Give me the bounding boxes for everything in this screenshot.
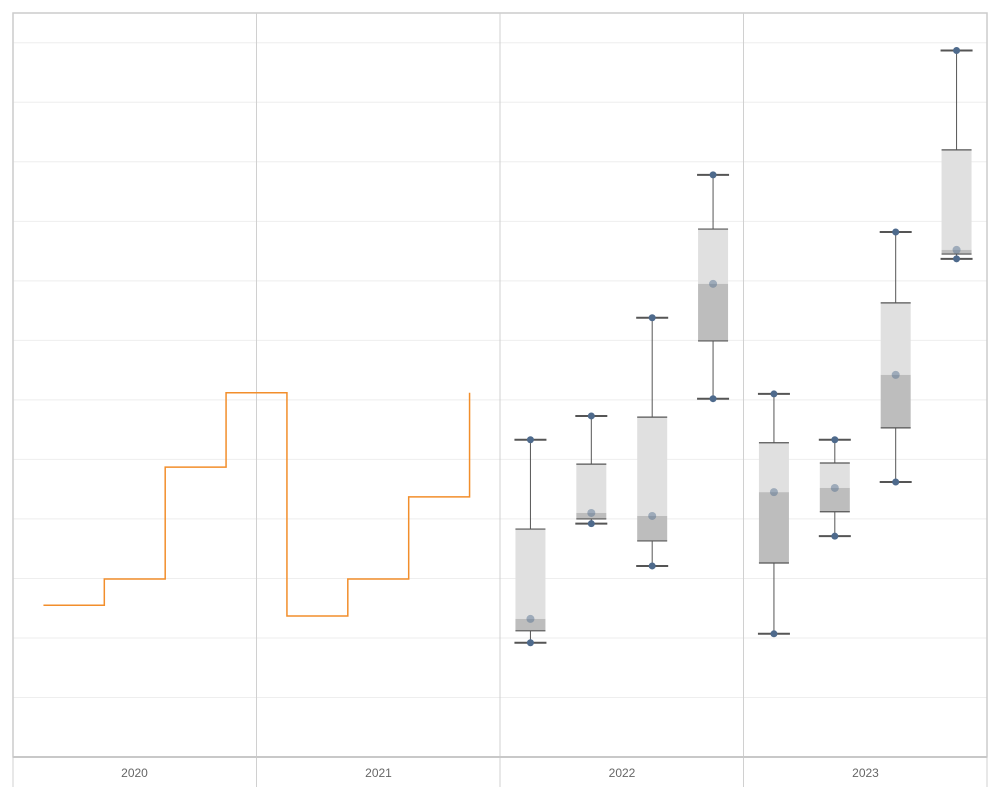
- data-point-max: [831, 436, 839, 444]
- x-tick-label: 2020: [121, 766, 148, 780]
- boxplot: [757, 390, 790, 638]
- box-lower: [880, 374, 911, 428]
- box-upper: [941, 149, 972, 250]
- data-point-median: [769, 488, 778, 497]
- box-lower: [698, 283, 729, 341]
- data-point-median: [891, 370, 900, 379]
- box-upper: [880, 302, 911, 375]
- data-point-max: [587, 412, 595, 420]
- box-lower: [637, 515, 668, 541]
- data-point-min: [831, 532, 839, 540]
- data-point-median: [709, 279, 718, 288]
- boxplot: [818, 436, 851, 540]
- data-point-min: [709, 395, 717, 403]
- boxplot: [636, 314, 669, 570]
- data-point-max: [770, 390, 778, 398]
- data-point-median: [952, 245, 961, 254]
- x-tick-label: 2023: [852, 766, 879, 780]
- box-lower: [941, 249, 972, 255]
- box-lower: [758, 492, 789, 563]
- data-point-median: [526, 614, 535, 623]
- boxplot: [697, 171, 730, 403]
- data-point-max: [648, 314, 656, 322]
- box-lower: [576, 512, 607, 519]
- x-tick-label: 2021: [365, 766, 392, 780]
- data-point-median: [587, 508, 596, 517]
- data-point-min: [526, 639, 534, 647]
- box-lower: [819, 487, 850, 512]
- data-point-min: [770, 630, 778, 638]
- data-point-max: [526, 436, 534, 444]
- pane-frame: [12, 12, 988, 787]
- box-lower: [515, 618, 546, 631]
- box-upper: [698, 229, 729, 284]
- data-point-median: [830, 483, 839, 492]
- x-tick-label: 2022: [609, 766, 636, 780]
- data-point-max: [892, 228, 900, 236]
- step-line: [43, 391, 471, 617]
- data-point-max: [953, 46, 961, 54]
- data-point-min: [892, 478, 900, 486]
- data-point-median: [648, 511, 657, 520]
- boxplot: [514, 436, 547, 647]
- boxplot: [940, 46, 973, 263]
- box-upper: [515, 529, 546, 619]
- data-point-max: [709, 171, 717, 179]
- chart-marks: [43, 46, 973, 647]
- boxplot: [879, 228, 912, 486]
- boxplot: [575, 412, 608, 528]
- box-upper: [576, 464, 607, 513]
- box-upper: [758, 442, 789, 493]
- data-point-min: [953, 255, 961, 263]
- data-point-min: [587, 520, 595, 528]
- box-upper: [819, 462, 850, 488]
- x-axis: 2020 2021 2022 2023: [121, 766, 879, 780]
- data-point-min: [648, 562, 656, 570]
- box-upper: [637, 417, 668, 516]
